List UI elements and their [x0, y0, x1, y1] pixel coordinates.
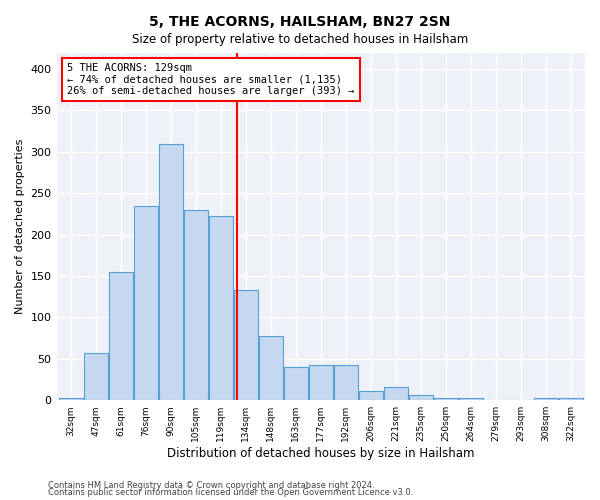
Bar — [459, 398, 483, 400]
Bar — [284, 367, 308, 400]
X-axis label: Distribution of detached houses by size in Hailsham: Distribution of detached houses by size … — [167, 447, 475, 460]
Bar — [109, 272, 133, 400]
Bar — [134, 206, 158, 400]
Text: Size of property relative to detached houses in Hailsham: Size of property relative to detached ho… — [132, 32, 468, 46]
Bar — [559, 398, 583, 400]
Y-axis label: Number of detached properties: Number of detached properties — [15, 138, 25, 314]
Bar — [334, 366, 358, 400]
Bar — [534, 398, 558, 400]
Bar — [384, 387, 408, 400]
Text: 5 THE ACORNS: 129sqm
← 74% of detached houses are smaller (1,135)
26% of semi-de: 5 THE ACORNS: 129sqm ← 74% of detached h… — [67, 63, 355, 96]
Bar — [359, 391, 383, 400]
Bar — [209, 216, 233, 400]
Bar — [259, 336, 283, 400]
Bar — [184, 210, 208, 400]
Text: Contains public sector information licensed under the Open Government Licence v3: Contains public sector information licen… — [48, 488, 413, 497]
Bar — [409, 395, 433, 400]
Bar — [434, 398, 458, 400]
Bar — [83, 353, 108, 400]
Bar — [158, 144, 183, 400]
Bar — [59, 398, 83, 400]
Text: Contains HM Land Registry data © Crown copyright and database right 2024.: Contains HM Land Registry data © Crown c… — [48, 480, 374, 490]
Bar — [233, 290, 258, 400]
Bar — [308, 366, 333, 400]
Text: 5, THE ACORNS, HAILSHAM, BN27 2SN: 5, THE ACORNS, HAILSHAM, BN27 2SN — [149, 15, 451, 29]
